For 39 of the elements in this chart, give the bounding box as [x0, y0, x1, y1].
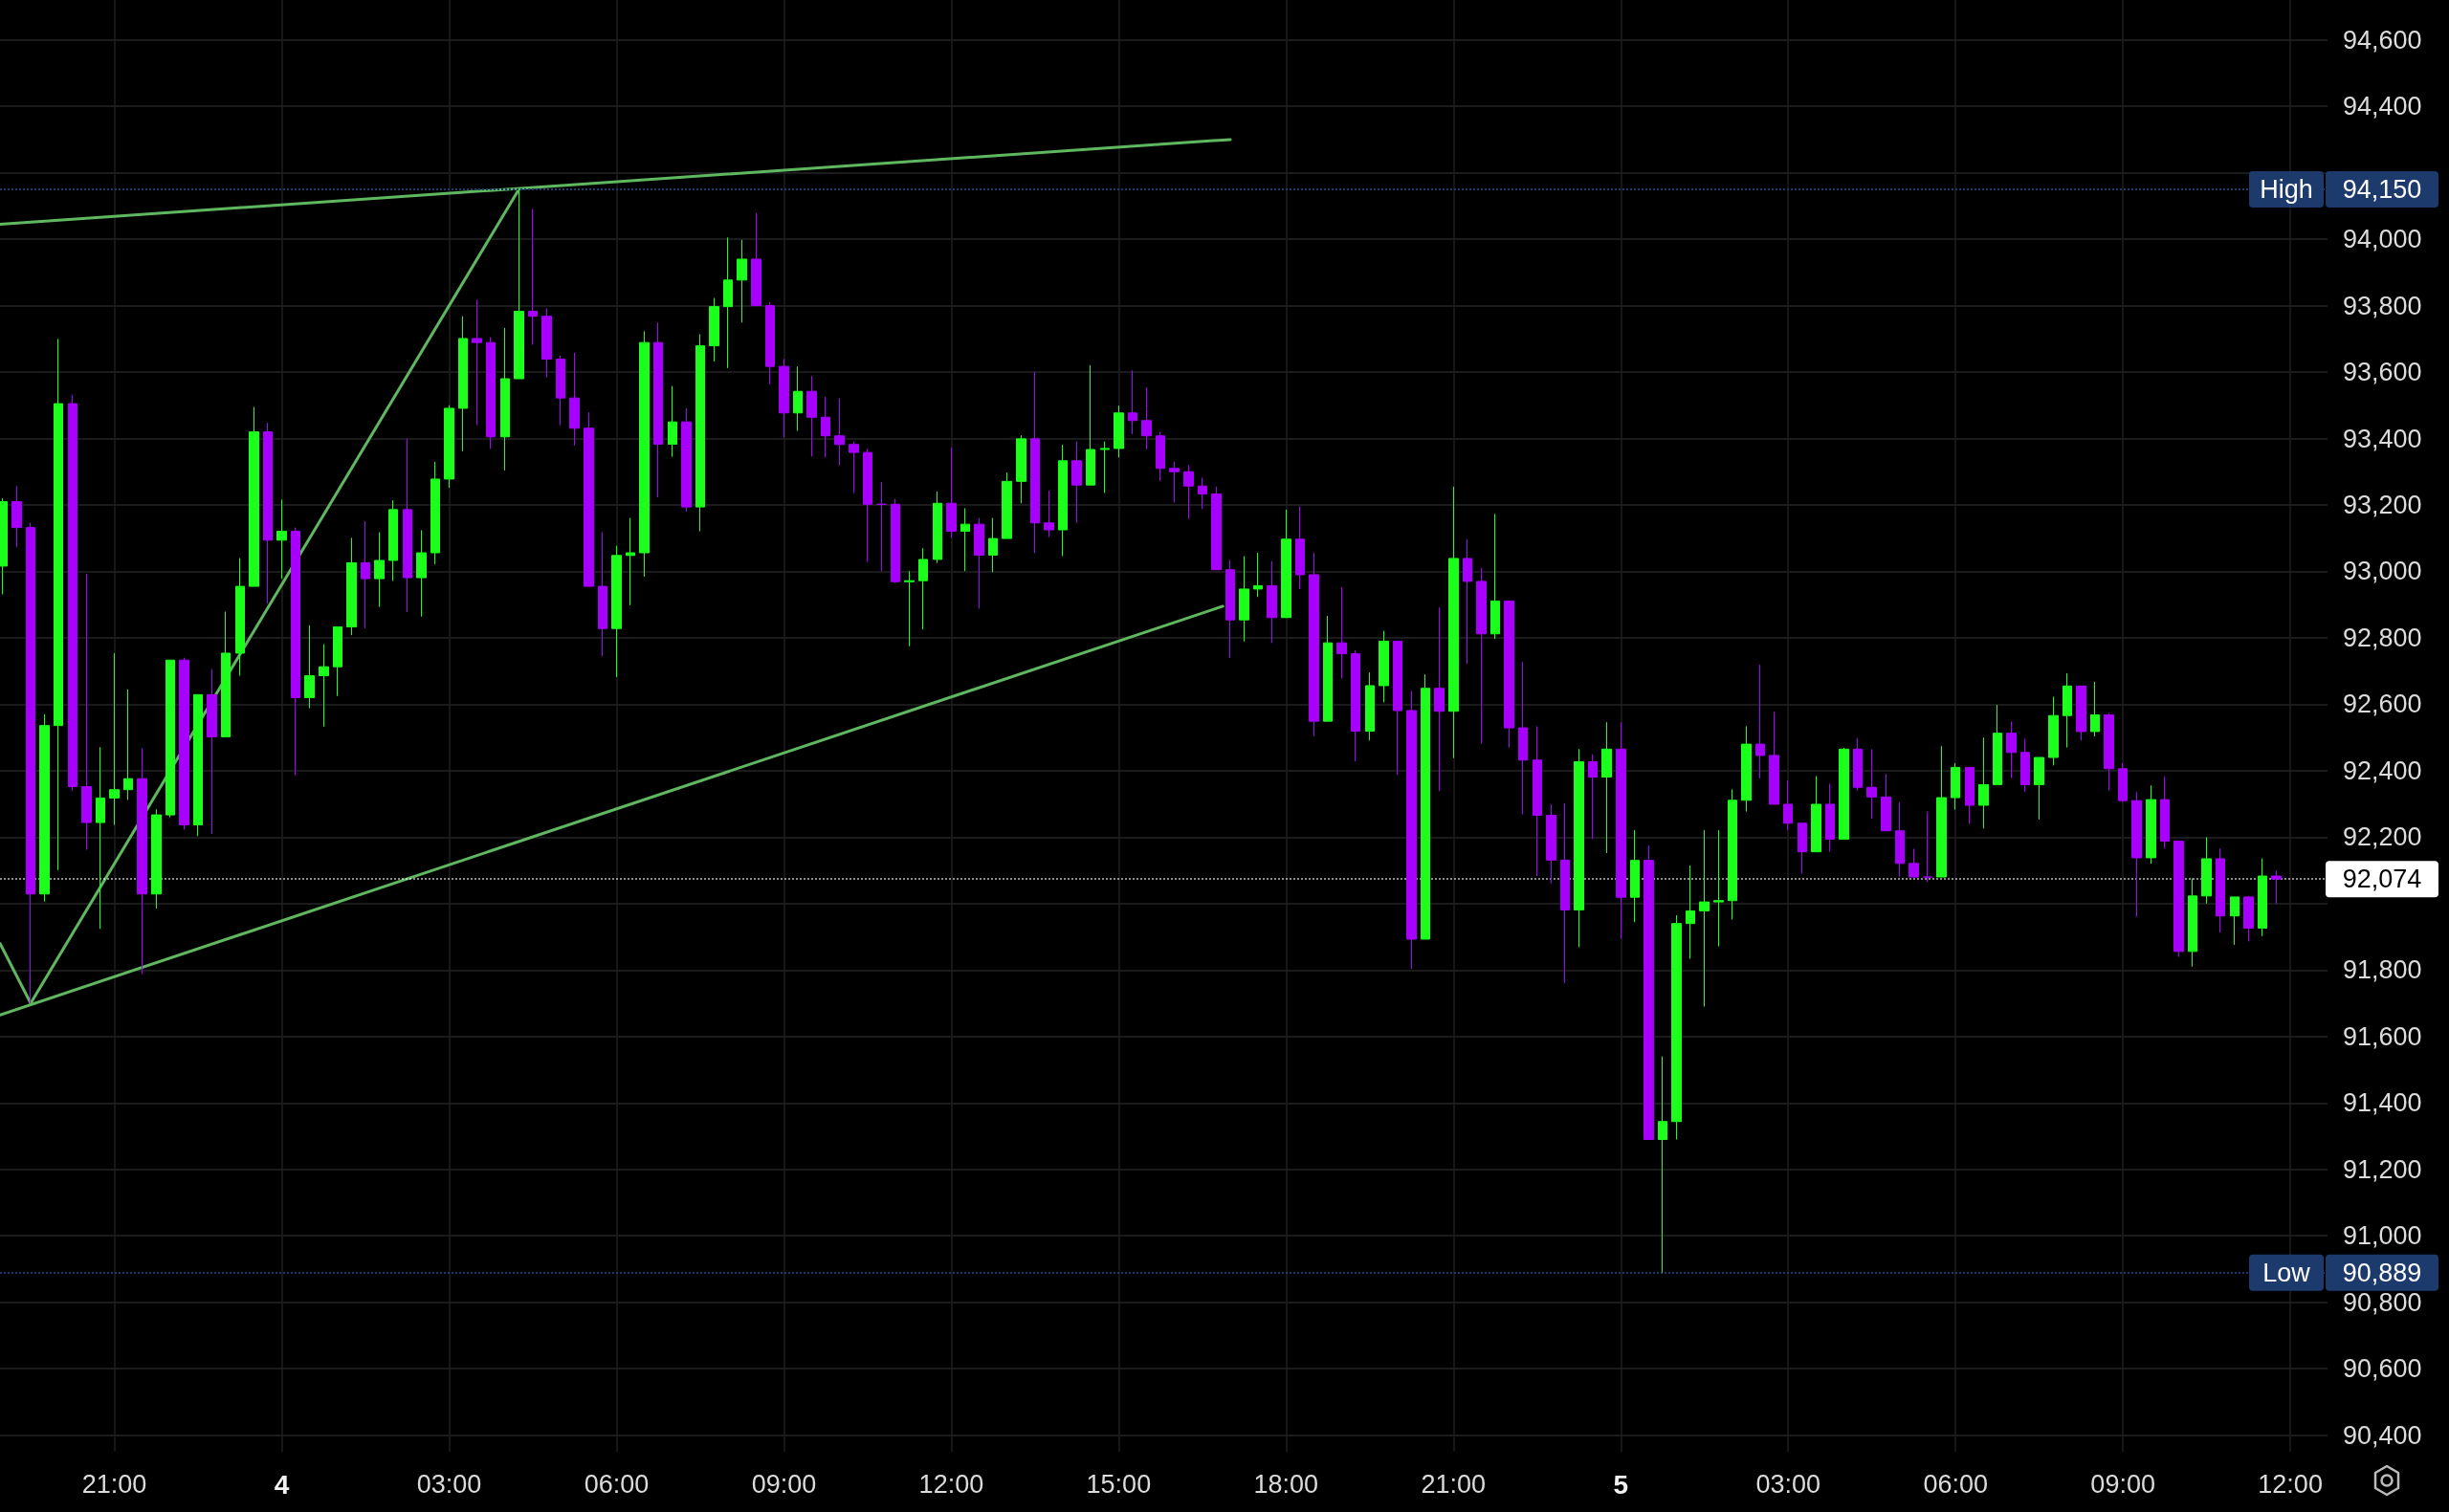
y-tick-label: 94,400: [2343, 92, 2422, 121]
y-tick-label: 91,000: [2343, 1221, 2422, 1251]
x-tick-label: 21:00: [1421, 1469, 1487, 1499]
x-tick-label: 03:00: [416, 1469, 482, 1499]
x-tick-label: 15:00: [1086, 1469, 1152, 1499]
x-tick-label: 5: [1613, 1469, 1629, 1500]
x-tick-label: 03:00: [1755, 1469, 1821, 1499]
x-tick-label: 06:00: [1923, 1469, 1988, 1499]
x-tick-label: 4: [274, 1469, 290, 1500]
x-tick-label: 18:00: [1253, 1469, 1319, 1499]
x-tick-label: 09:00: [751, 1469, 817, 1499]
y-tick-label: 91,600: [2343, 1021, 2422, 1051]
y-tick-label: 93,400: [2343, 424, 2422, 453]
x-tick-label: 12:00: [918, 1469, 984, 1499]
y-tick-label: 93,000: [2343, 557, 2422, 586]
y-tick-label: 92,400: [2343, 756, 2422, 785]
y-tick-label: 93,800: [2343, 291, 2422, 320]
y-tick-label: 91,800: [2343, 955, 2422, 985]
x-tick-label: 21:00: [81, 1469, 147, 1499]
y-tick-label: 93,600: [2343, 358, 2422, 387]
x-tick-label: 06:00: [584, 1469, 650, 1499]
y-tick-label: 91,200: [2343, 1154, 2422, 1184]
ref-line-label: 92,074: [2342, 865, 2422, 894]
annotation: High: [2260, 175, 2313, 204]
x-tick-label: 09:00: [2090, 1469, 2155, 1499]
x-tick-label: 12:00: [2258, 1469, 2323, 1499]
y-tick-label: 90,400: [2343, 1420, 2422, 1450]
y-tick-label: 92,600: [2343, 690, 2422, 719]
y-tick-label: 90,800: [2343, 1287, 2422, 1317]
y-tick-label: 91,400: [2343, 1088, 2422, 1118]
y-tick-label: 92,800: [2343, 623, 2422, 652]
ref-line-label: 90,889: [2342, 1258, 2422, 1287]
y-tick-label: 90,600: [2343, 1354, 2422, 1384]
annotation: Low: [2262, 1258, 2311, 1287]
y-tick-label: 94,000: [2343, 225, 2422, 254]
y-tick-label: 92,200: [2343, 822, 2422, 852]
y-tick-label: 93,200: [2343, 491, 2422, 519]
y-tick-label: 94,600: [2343, 25, 2422, 55]
ref-line-label: 94,150: [2342, 175, 2422, 204]
